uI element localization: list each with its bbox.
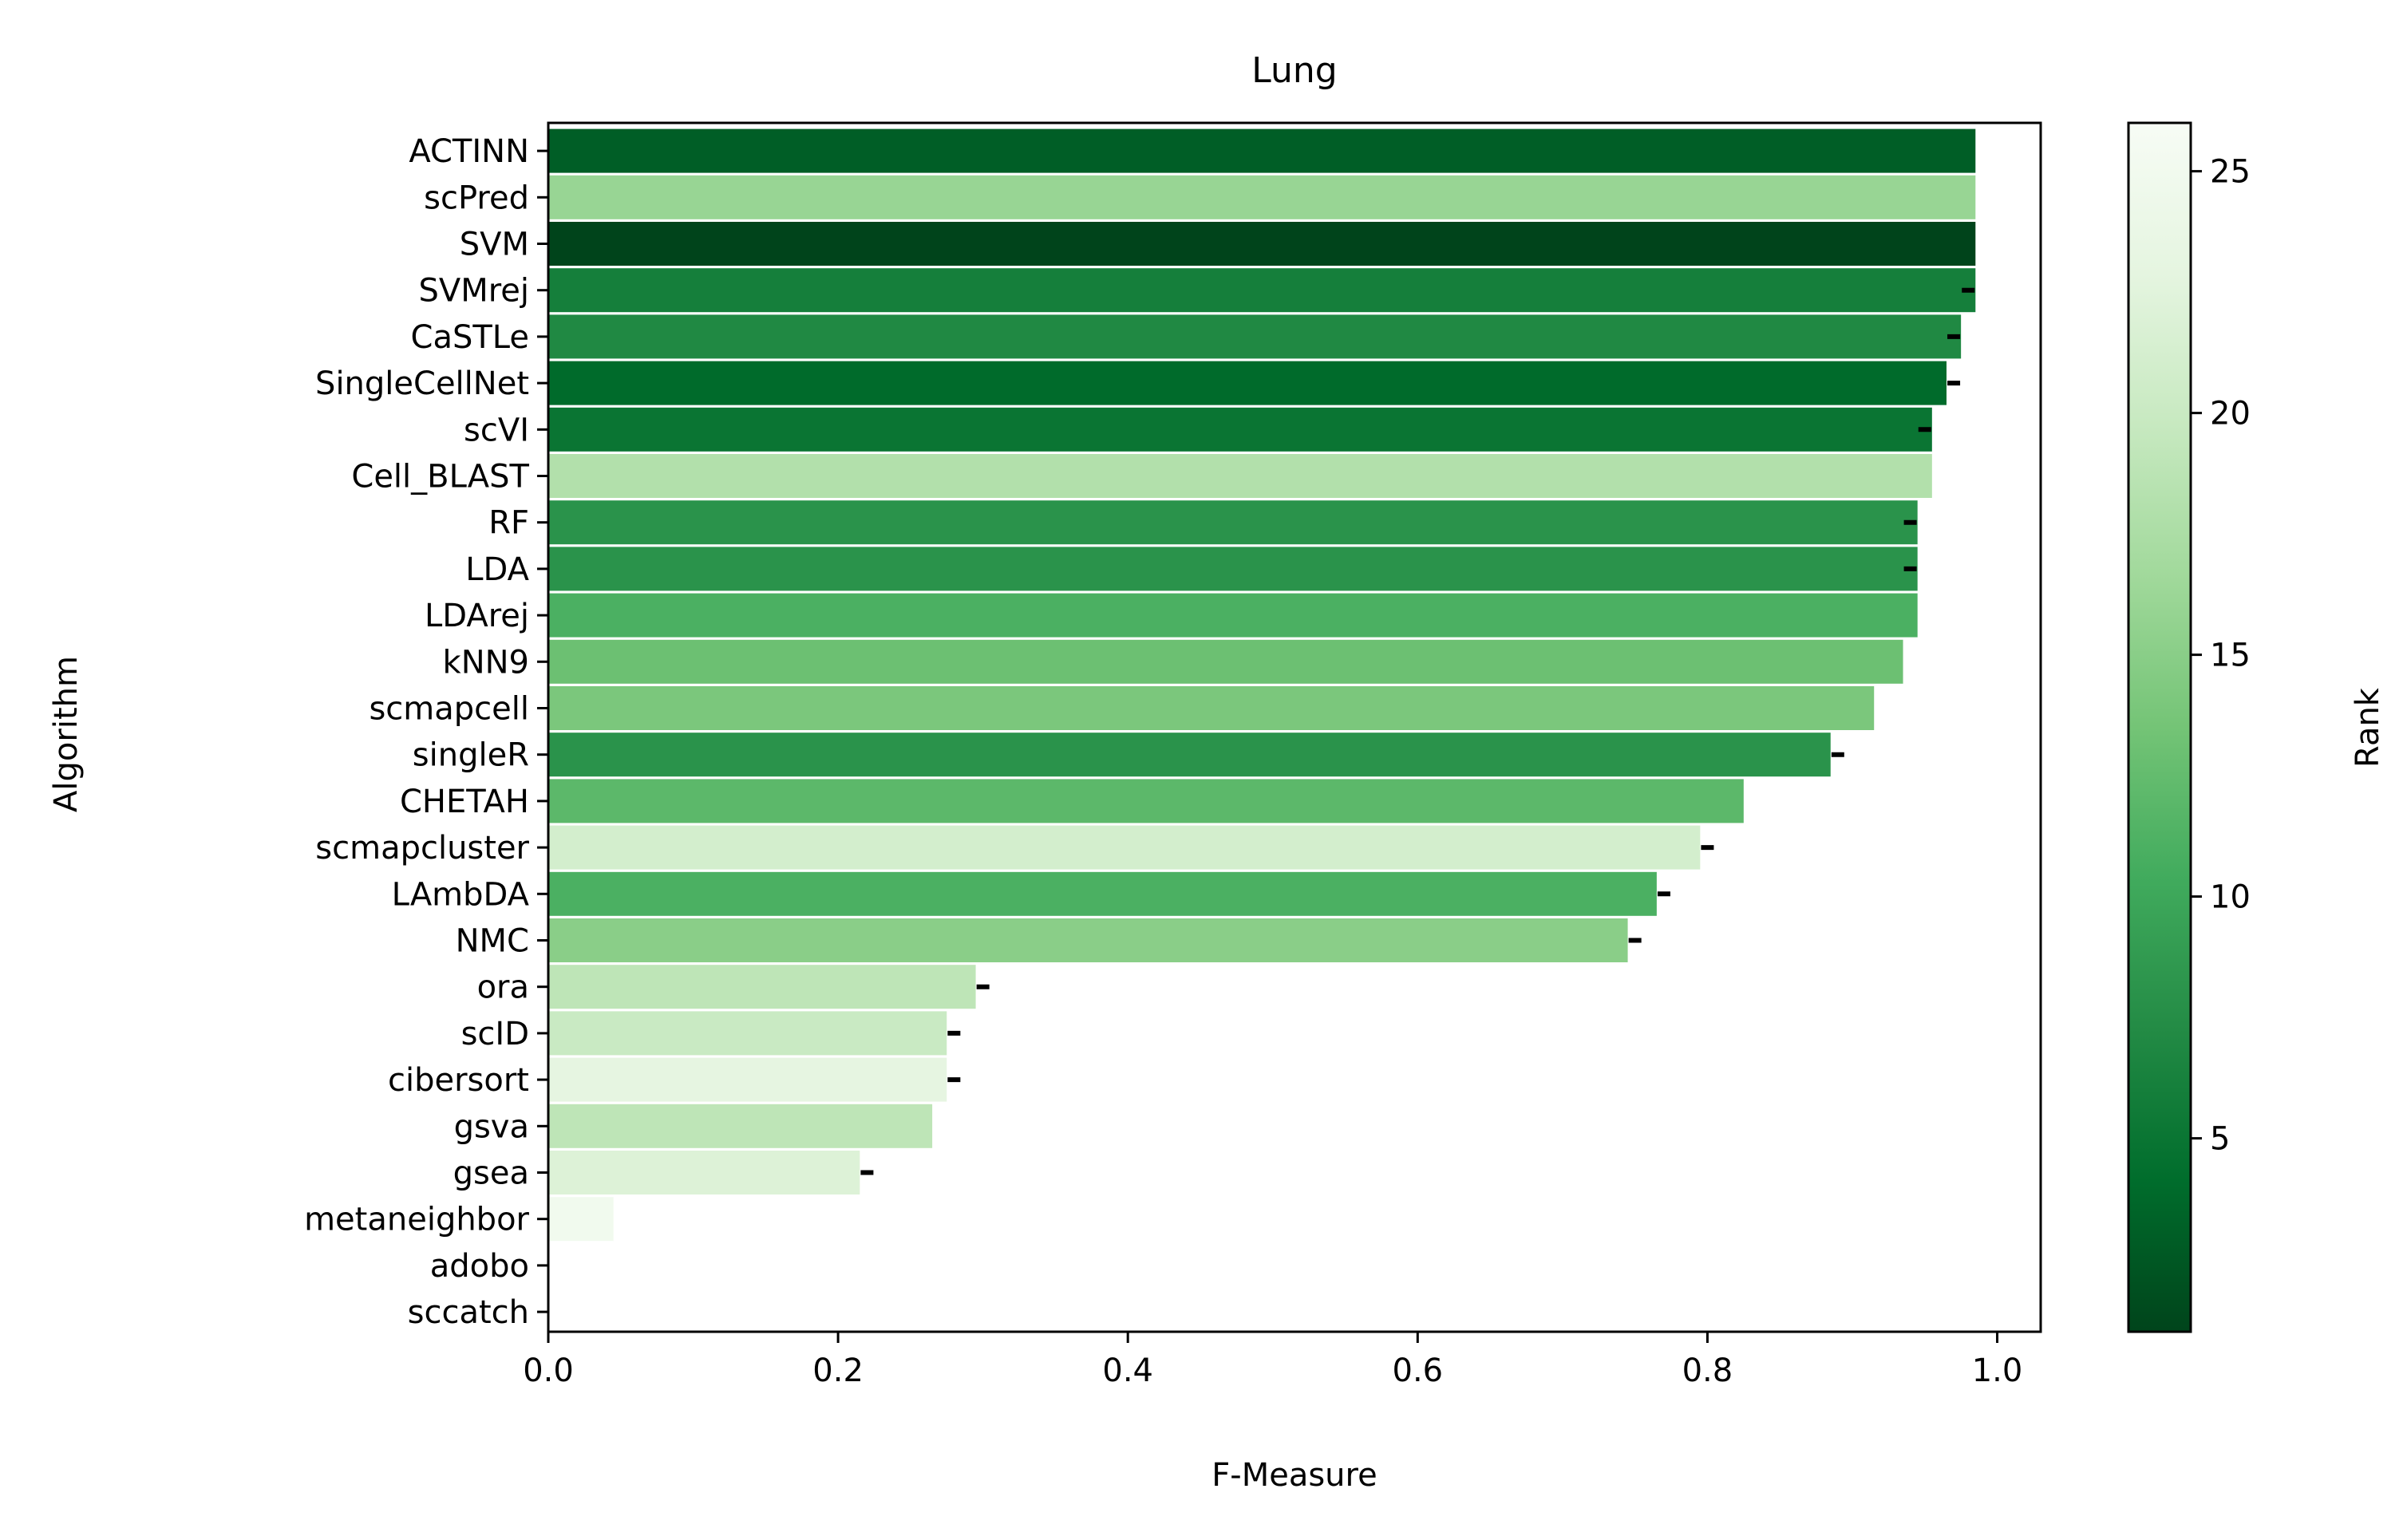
y-tick-label: adobo: [430, 1248, 529, 1285]
y-tick-label: SVM: [460, 227, 529, 263]
bar: [548, 686, 1875, 730]
bar: [548, 500, 1918, 545]
chart-title: Lung: [1251, 50, 1337, 91]
y-tick-label: kNN9: [443, 644, 529, 681]
bar: [548, 361, 1947, 405]
bar: [548, 965, 976, 1009]
bar: [548, 128, 1976, 173]
y-tick-label: SVMrej: [418, 273, 529, 310]
bar: [548, 1104, 933, 1148]
bar: [548, 175, 1976, 219]
y-tick-label: scPred: [424, 180, 529, 216]
bar: [548, 268, 1976, 313]
bar: [548, 1151, 860, 1194]
y-tick-label: metaneighbor: [304, 1202, 529, 1238]
y-tick-label: gsea: [453, 1155, 529, 1192]
bar: [548, 222, 1976, 266]
bar: [548, 454, 1932, 498]
y-tick-label: CaSTLe: [411, 319, 529, 356]
y-tick-label: gsva: [454, 1108, 529, 1145]
colorbar-ticks-layer: 5 10 15 20 25: [2191, 154, 2251, 1158]
y-tick-label: RF: [488, 505, 529, 542]
bar: [548, 918, 1628, 962]
error-marks-layer: [860, 287, 1975, 1175]
colorbar-tick-label: 15: [2210, 638, 2251, 674]
bar: [548, 1197, 614, 1242]
bar: [548, 593, 1918, 638]
y-tick-label: ora: [477, 969, 529, 1006]
y-tick-label: scVI: [464, 412, 529, 448]
bar: [548, 825, 1701, 870]
y-tick-label: CHETAH: [400, 784, 529, 820]
bar: [548, 1057, 947, 1102]
bar: [548, 547, 1918, 591]
bar: [548, 779, 1744, 823]
y-tick-label: cibersort: [388, 1062, 529, 1099]
x-tick-label: 0.6: [1393, 1352, 1444, 1389]
y-tick-label: scmapcell: [369, 691, 529, 728]
x-tick-label: 0.8: [1682, 1352, 1733, 1389]
colorbar-label: Rank: [2350, 687, 2386, 768]
y-tick-label: scmapcluster: [315, 830, 529, 867]
bars-layer: [548, 128, 1976, 1242]
colorbar-tick-label: 5: [2210, 1121, 2230, 1158]
y-tick-label: NMC: [456, 923, 529, 960]
colorbar: 5 10 15 20 25 Rank: [2127, 121, 2386, 1333]
bar: [548, 871, 1657, 916]
x-tick-label: 0.2: [812, 1352, 864, 1389]
y-tick-label: LDArej: [425, 598, 529, 634]
x-tick-label: 0.0: [523, 1352, 574, 1389]
bar: [548, 1011, 947, 1056]
colorbar-tick-label: 10: [2210, 879, 2251, 916]
x-ticks-layer: 0.0 0.2 0.4 0.6 0.8 1.0: [523, 1332, 2022, 1389]
y-tick-label: LAmbDA: [392, 876, 530, 913]
x-tick-label: 1.0: [1972, 1352, 2023, 1389]
x-tick-label: 0.4: [1102, 1352, 1153, 1389]
plot-frame: [547, 121, 2042, 1333]
colorbar-gradient: [2127, 121, 2192, 1333]
x-axis-label: F-Measure: [1211, 1457, 1377, 1494]
colorbar-tick-label: 20: [2210, 396, 2251, 432]
y-tick-label: Cell_BLAST: [351, 459, 529, 496]
y-tick-label: ACTINN: [409, 133, 529, 170]
y-tick-label: sccatch: [408, 1294, 529, 1331]
bar: [548, 732, 1831, 777]
colorbar-tick-label: 25: [2210, 154, 2251, 191]
y-tick-label: singleR: [413, 737, 529, 774]
bar: [548, 639, 1903, 684]
bar: [548, 407, 1932, 452]
y-ticks-layer: ACTINN scPred SVM SVMrej CaSTLe SingleCellNet…: [304, 133, 548, 1331]
y-tick-label: SingleCellNet: [315, 365, 529, 402]
y-tick-label: scID: [461, 1016, 529, 1052]
y-tick-label: LDA: [465, 551, 529, 588]
bar: [548, 314, 1962, 359]
y-axis-label: Algorithm: [48, 656, 85, 812]
